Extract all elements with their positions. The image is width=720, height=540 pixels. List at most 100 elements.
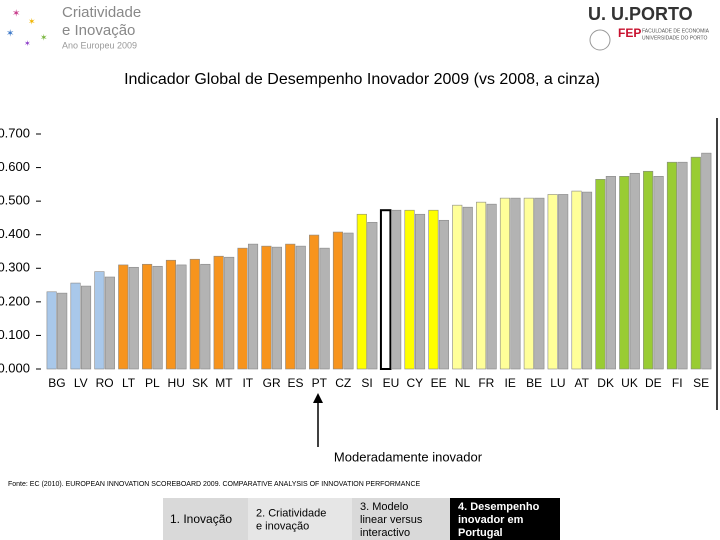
uporto: U. U.PORTO	[588, 4, 693, 24]
x-tick-label: SI	[361, 376, 372, 390]
fep-emblem	[589, 29, 611, 51]
annotation: Moderadamente inovador	[334, 449, 483, 464]
bar	[428, 209, 439, 370]
bar	[165, 259, 177, 370]
y-tick-label: 0.000	[0, 360, 30, 375]
bar	[391, 209, 402, 370]
bar	[80, 285, 92, 370]
bar	[356, 213, 367, 370]
bar	[605, 176, 616, 370]
bar	[142, 263, 153, 370]
logo-text: Ano Europeu 2009	[62, 40, 137, 50]
bar	[523, 197, 534, 370]
bar	[379, 209, 392, 370]
bar	[476, 201, 487, 370]
bar	[414, 213, 426, 370]
star: ✶	[24, 39, 31, 48]
y-tick-label: 0.100	[0, 327, 30, 342]
star: ✶	[6, 29, 14, 40]
nav-tab[interactable]	[352, 498, 450, 540]
bar	[94, 271, 105, 370]
bar	[619, 176, 630, 370]
y-tick-label: 0.600	[0, 159, 30, 174]
x-tick-label: PL	[145, 376, 160, 390]
x-tick-label: DK	[597, 376, 614, 390]
bar	[367, 221, 378, 370]
logo-text: Criatividade	[62, 4, 141, 21]
y-tick-label: 0.300	[0, 260, 30, 275]
bar	[271, 246, 282, 370]
bar	[200, 263, 211, 370]
bar	[128, 266, 139, 370]
y-tick-label: 0.700	[0, 125, 30, 140]
bar	[558, 194, 569, 370]
x-tick-label: NL	[455, 376, 471, 390]
x-tick-label: MT	[215, 376, 233, 390]
bar	[332, 231, 344, 370]
bar	[237, 247, 248, 370]
nav-label: 1. Inovação	[170, 512, 232, 526]
bar	[677, 161, 688, 370]
bar	[104, 276, 115, 370]
x-tick-label: UK	[621, 376, 638, 390]
x-tick-label: FI	[672, 376, 683, 390]
x-tick-label: SE	[693, 376, 709, 390]
x-tick-label: FR	[478, 376, 494, 390]
x-tick-label: CZ	[335, 376, 351, 390]
bar	[534, 197, 545, 370]
x-tick-label: LT	[122, 376, 136, 390]
x-tick-label: EE	[431, 376, 447, 390]
bar	[499, 197, 511, 370]
logo-text: e Inovação	[62, 22, 135, 39]
bar	[213, 255, 224, 370]
bar	[462, 206, 473, 370]
bar	[404, 209, 415, 370]
bar	[343, 232, 354, 370]
bar	[510, 197, 521, 370]
bar	[295, 245, 306, 370]
bar	[247, 243, 259, 370]
x-tick-label: ES	[287, 376, 303, 390]
nav-label: 2. Criatividade e inovação	[256, 507, 326, 532]
bar	[571, 190, 582, 370]
bar	[261, 245, 272, 370]
nav-tab[interactable]	[248, 498, 352, 540]
nav-tab[interactable]	[163, 498, 248, 540]
x-tick-label: IE	[505, 376, 516, 390]
bar	[653, 176, 664, 370]
bar	[176, 264, 187, 370]
x-tick-label: DE	[645, 376, 662, 390]
bar	[46, 291, 57, 370]
x-tick-label: IT	[242, 376, 253, 390]
bar	[547, 194, 558, 370]
bar	[486, 203, 497, 370]
nav: 1. Inovação 2. Criatividade e inovação 3.…	[163, 498, 560, 540]
bar	[57, 292, 68, 370]
x-tick-label: AT	[575, 376, 590, 390]
x-tick-label: CY	[406, 376, 423, 390]
nav-label: 4. Desempenho inovador em Portugal	[458, 501, 540, 539]
star: ✶	[28, 16, 36, 26]
bar	[666, 161, 678, 370]
x-tick-label: HU	[168, 376, 185, 390]
bar	[224, 256, 235, 370]
arrow-head	[313, 393, 323, 403]
x-tick-label: LU	[550, 376, 565, 390]
source: Fonte: EC (2010). EUROPEAN INNOVATION SC…	[8, 481, 421, 488]
bar	[690, 156, 701, 370]
x-tick-label: PT	[312, 376, 328, 390]
fep-text: UNIVERSIDADE DO PORTO	[642, 35, 707, 41]
bar	[285, 243, 296, 370]
nav-label: 3. Modelo linear versus interactivo	[360, 501, 423, 539]
bar	[309, 234, 320, 370]
bar	[452, 204, 463, 370]
bar	[595, 179, 606, 370]
bar	[438, 219, 449, 370]
logo-right: U. U.PORTO FEP FACULDADE DE ECONOMIA UNI…	[588, 4, 710, 51]
logo-left: ✶ ✶ ✶ ✶ ✶ Criatividade e Inovação Ano Eu…	[6, 4, 141, 50]
bar	[189, 258, 200, 370]
bar	[643, 170, 654, 370]
y-tick-label: 0.400	[0, 226, 30, 241]
nav-tab[interactable]	[450, 498, 560, 540]
